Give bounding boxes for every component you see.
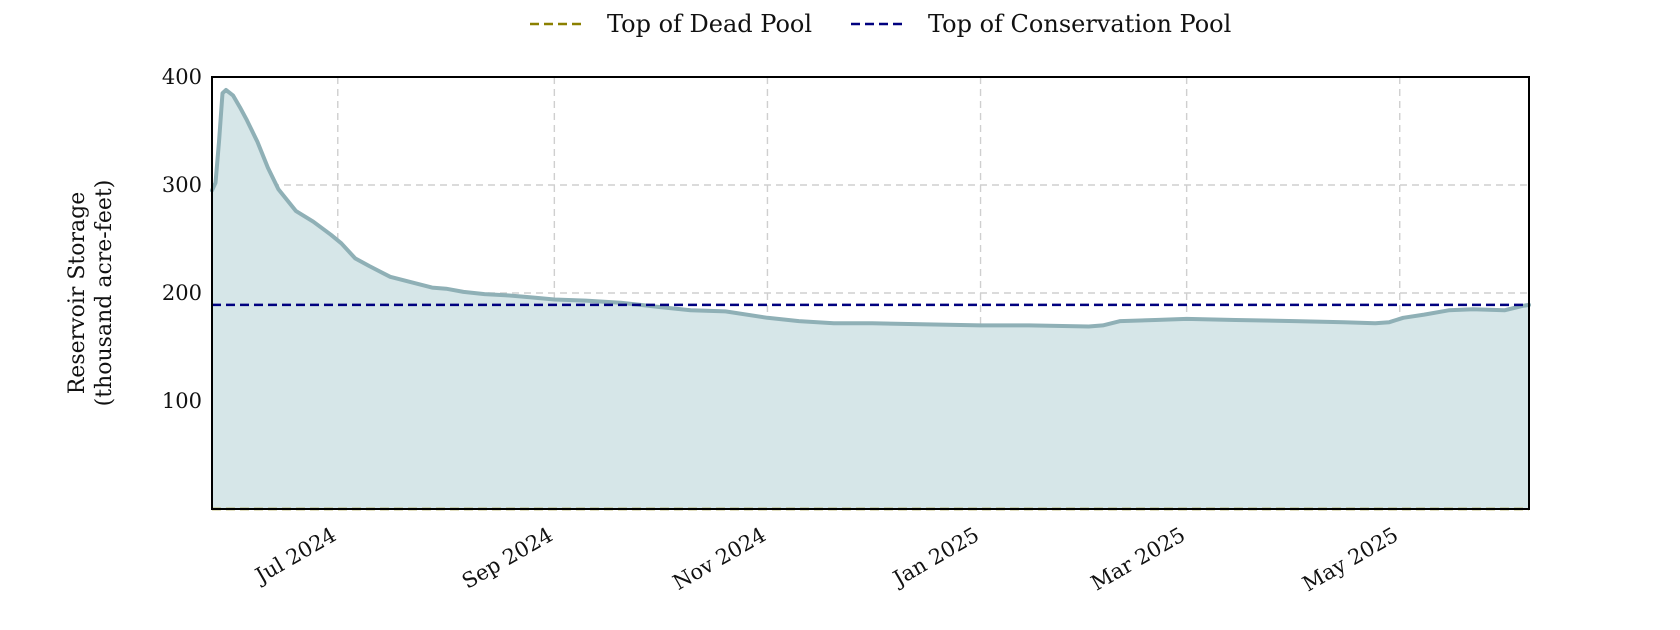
y-tick-label: 200: [162, 281, 202, 305]
storage-area-fill: [212, 90, 1529, 509]
y-axis-ticks: 100 200 300 400: [162, 65, 202, 413]
y-tick-label: 100: [162, 389, 202, 413]
y-tick-label: 300: [162, 173, 202, 197]
x-tick-label: Sep 2024: [458, 523, 557, 594]
x-tick-label: Mar 2025: [1087, 523, 1189, 596]
x-tick-label: Nov 2024: [669, 523, 770, 595]
x-axis-ticks: Jul 2024 Sep 2024 Nov 2024 Jan 2025 Mar 2025…: [250, 523, 1403, 597]
x-tick-label: Jan 2025: [887, 523, 983, 592]
x-tick-label: May 2025: [1298, 523, 1402, 597]
storage-series-line: [210, 88, 1531, 329]
y-axis-label: Reservoir Storage(thousand acre-feet): [65, 180, 117, 407]
legend-label-1: Top of Conservation Pool: [928, 10, 1231, 38]
legend-label-0: Top of Dead Pool: [607, 10, 812, 38]
plot-frame: [211, 76, 1530, 510]
x-tick-label: Jul 2024: [250, 523, 341, 589]
legend: Top of Dead Pool Top of Conservation Pool: [530, 10, 1231, 38]
plot-area: [210, 88, 1531, 511]
y-tick-label: 400: [162, 65, 202, 89]
